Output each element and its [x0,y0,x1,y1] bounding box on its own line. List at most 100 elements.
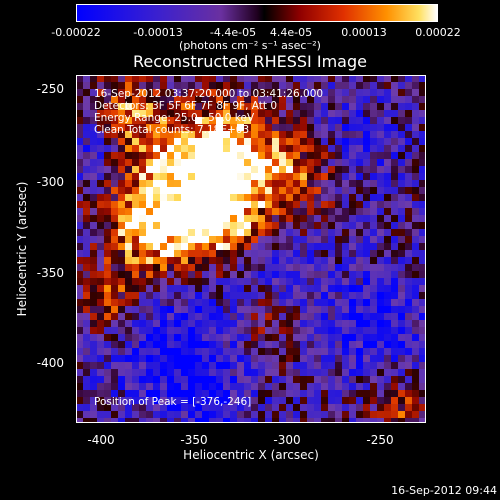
heatmap-cell [139,124,147,132]
heatmap-cell [335,222,343,230]
heatmap-cell [202,418,210,423]
heatmap-cell [363,404,371,412]
heatmap-cell [153,278,161,286]
heatmap-cell [279,418,287,423]
heatmap-cell [104,145,112,153]
heatmap-cell [139,348,147,356]
heatmap-cell [342,285,350,293]
heatmap-cell [363,243,371,251]
heatmap-cell [104,355,112,363]
heatmap-cell [174,250,182,258]
timestamp: 16-Sep-2012 09:44 [391,484,497,497]
heatmap-cell [370,166,378,174]
annotation-energy-range: Energy Range: 25.0 - 50.0 keV [94,112,255,124]
heatmap-cell [258,264,266,272]
heatmap-cell [160,82,168,90]
heatmap-cell [405,327,413,335]
heatmap-cell [181,89,189,97]
heatmap-cell [342,236,350,244]
heatmap-cell [286,376,294,384]
heatmap-cell [335,390,343,398]
heatmap-cell [370,89,378,97]
heatmap-cell [398,306,406,314]
heatmap-cell [405,404,413,412]
heatmap-cell [118,89,126,97]
heatmap-cell [181,383,189,391]
heatmap-cell [160,411,168,419]
heatmap-cell [202,159,210,167]
heatmap-cell [286,334,294,342]
heatmap-cell [104,285,112,293]
heatmap-cell [223,103,231,111]
heatmap-cell [76,243,84,251]
heatmap-cell [244,131,252,139]
heatmap-cell [405,103,413,111]
heatmap-cell [300,404,308,412]
heatmap-cell [307,390,315,398]
heatmap-cell [349,264,357,272]
heatmap-cell [286,243,294,251]
heatmap-cell [412,208,420,216]
heatmap-cell [265,327,273,335]
heatmap-cell [188,285,196,293]
heatmap-cell [153,404,161,412]
heatmap-cell [90,173,98,181]
heatmap-cell [188,341,196,349]
heatmap-cell [279,327,287,335]
heatmap-cell [377,306,385,314]
heatmap-cell [363,362,371,370]
heatmap-cell [258,117,266,125]
heatmap-cell [160,89,168,97]
heatmap-cell [258,96,266,104]
heatmap-cell [349,236,357,244]
heatmap-cell [167,404,175,412]
heatmap-cell [363,397,371,405]
heatmap-cell [83,320,91,328]
heatmap-cell [83,117,91,125]
heatmap-cell [258,110,266,118]
heatmap-cell [202,306,210,314]
heatmap-cell [118,292,126,300]
heatmap-cell [307,208,315,216]
heatmap-cell [223,418,231,423]
heatmap-cell [349,229,357,237]
heatmap-cell [307,222,315,230]
heatmap-cell [216,257,224,265]
heatmap-cell [272,75,280,83]
heatmap-cell [111,313,119,321]
heatmap-cell [111,369,119,377]
heatmap-cell [202,194,210,202]
heatmap-cell [286,124,294,132]
heatmap-cell [370,369,378,377]
heatmap-cell [265,369,273,377]
heatmap-cell [202,299,210,307]
heatmap-cell [160,383,168,391]
heatmap-cell [265,138,273,146]
heatmap-cell [153,187,161,195]
heatmap-cell [132,236,140,244]
heatmap-cell [314,278,322,286]
heatmap-cell [111,320,119,328]
heatmap-cell [146,243,154,251]
heatmap-cell [188,306,196,314]
heatmap-cell [153,341,161,349]
heatmap-cell [188,383,196,391]
heatmap-cell [195,278,203,286]
heatmap-cell [104,397,112,405]
heatmap-cell [97,320,105,328]
heatmap-cell [349,411,357,419]
heatmap-cell [111,334,119,342]
heatmap-cell [412,257,420,265]
heatmap-cell [419,201,426,209]
heatmap-cell [97,355,105,363]
heatmap-cell [174,278,182,286]
heatmap-cell [90,152,98,160]
heatmap-cell [279,306,287,314]
heatmap-cell [265,383,273,391]
heatmap-cell [286,404,294,412]
heatmap-cell [83,124,91,132]
heatmap-cell [174,138,182,146]
heatmap-cell [342,404,350,412]
heatmap-cell [286,285,294,293]
heatmap-cell [167,264,175,272]
